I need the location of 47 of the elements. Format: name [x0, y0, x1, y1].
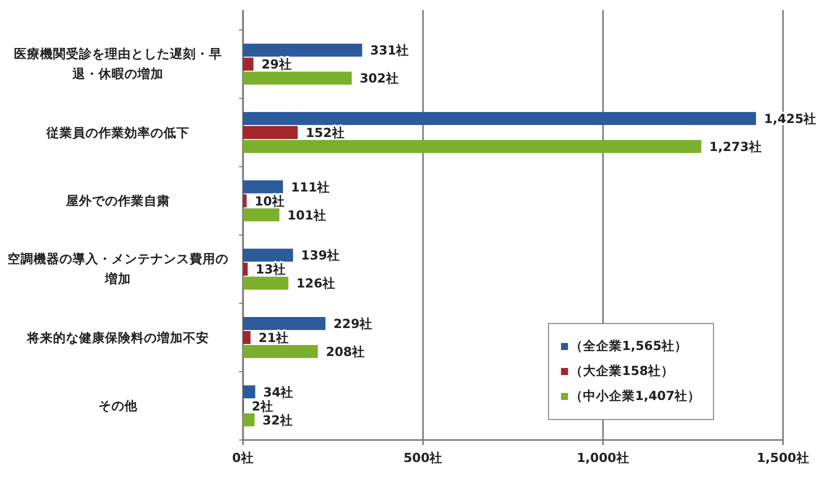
- data-label: 2社: [252, 398, 274, 414]
- bar: [243, 140, 702, 153]
- data-label: 331社: [370, 42, 410, 58]
- data-label: 302社: [360, 70, 399, 86]
- data-label: 208社: [326, 344, 365, 359]
- y-tick-label: その他: [98, 396, 138, 415]
- bar: [243, 208, 280, 222]
- data-label: 10社: [254, 193, 286, 208]
- data-label: 21社: [258, 330, 289, 345]
- bar: [243, 72, 352, 85]
- bar: [243, 180, 283, 194]
- bar: [243, 126, 298, 139]
- y-tick-label: 医療機関受診を理由とした遅刻・早退・休暇の増加: [13, 45, 223, 84]
- bar: [243, 317, 326, 330]
- bar: [243, 262, 248, 276]
- bar: [243, 194, 247, 208]
- bar: [243, 345, 318, 358]
- x-tick-label: 1,000社: [576, 450, 630, 465]
- y-tick-label: 従業員の作業効率の低下: [45, 124, 190, 142]
- bar: [243, 385, 256, 398]
- y-tick-label: 屋外での作業自粛: [64, 192, 171, 210]
- bar: [243, 58, 254, 71]
- data-label: 101社: [287, 207, 326, 222]
- legend-label: （全企業1,565社）: [570, 338, 688, 353]
- bar: [243, 44, 362, 57]
- data-label: 139社: [301, 248, 340, 263]
- data-label: 29社: [261, 56, 292, 72]
- legend-label: （中小企業1,407社）: [570, 388, 701, 403]
- data-label: 13社: [256, 262, 286, 277]
- bar: [243, 331, 251, 344]
- x-tick-label: 0社: [232, 450, 254, 465]
- bar: [243, 248, 294, 262]
- legend-label: （大企業158社）: [570, 363, 674, 378]
- bar: [243, 276, 288, 290]
- bar: [243, 112, 756, 125]
- data-label: 32社: [262, 412, 293, 428]
- data-label: 111社: [290, 179, 330, 194]
- data-label: 126社: [296, 276, 336, 291]
- bar: [243, 413, 255, 426]
- x-tick-label: 1,500社: [756, 450, 810, 465]
- y-tick-label: 空調機器の導入・メンテナンス費用の増加: [6, 250, 230, 288]
- y-tick-label: 将来的な健康保険料の増加不安: [26, 328, 210, 346]
- data-label: 152社: [306, 125, 345, 140]
- data-label: 229社: [333, 316, 373, 331]
- x-tick-label: 500社: [403, 450, 443, 465]
- data-label: 1,273社: [709, 139, 762, 154]
- data-label: 34社: [263, 384, 294, 400]
